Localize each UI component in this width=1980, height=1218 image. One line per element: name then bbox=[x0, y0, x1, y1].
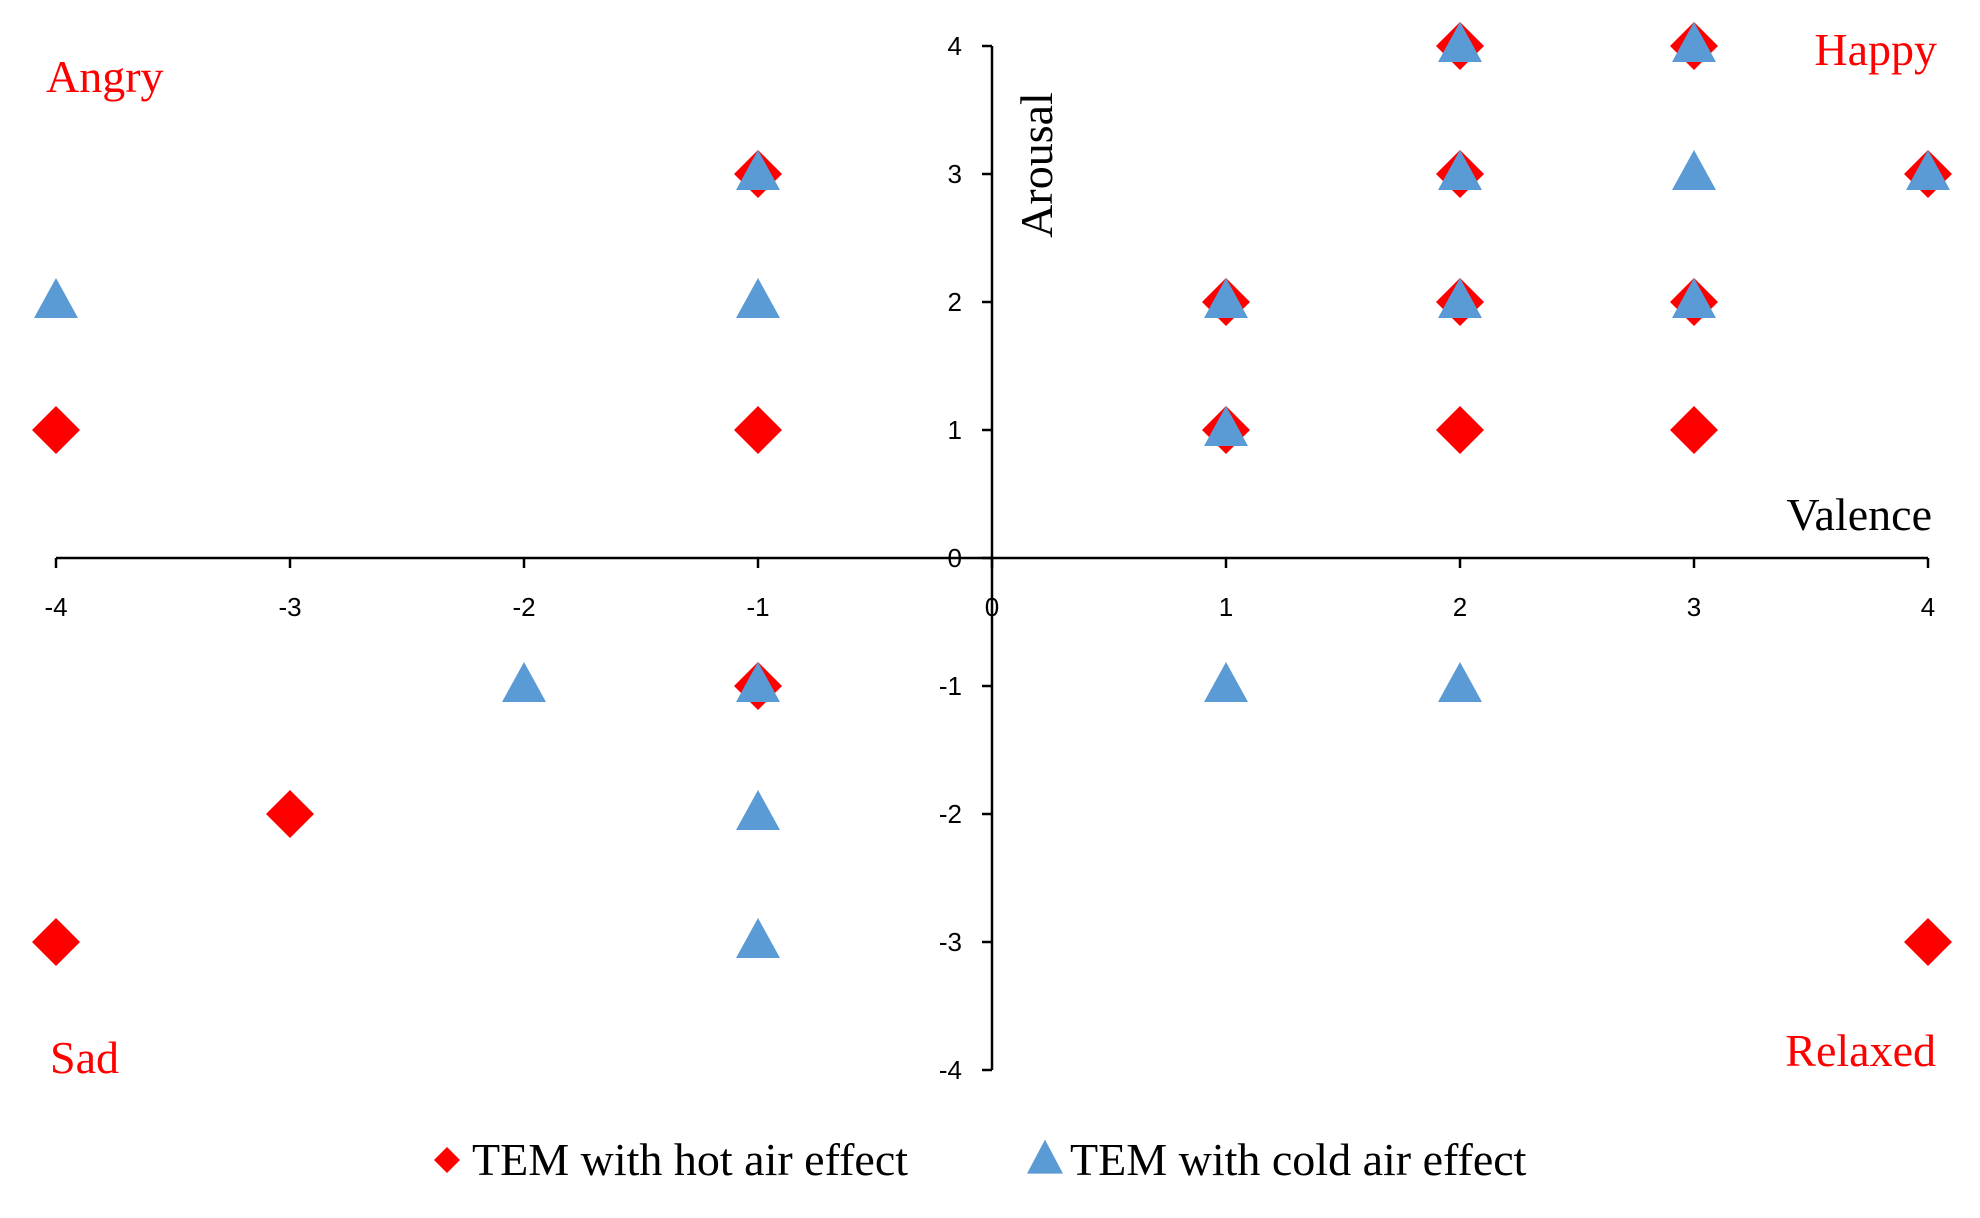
hot-air-point bbox=[32, 918, 80, 966]
legend-hot-label: TEM with hot air effect bbox=[472, 1134, 908, 1185]
x-tick-label: 3 bbox=[1687, 592, 1701, 622]
quadrant-label-relaxed: Relaxed bbox=[1785, 1025, 1936, 1076]
ticks: -4 -3 -2 -1 0 1 2 3 4 -4 -3 -2 -1 0 1 2 3 4 bbox=[44, 31, 1935, 1085]
y-tick-label: 4 bbox=[948, 31, 962, 61]
x-tick-label: -2 bbox=[512, 592, 535, 622]
legend: TEM with hot air effect TEM with cold ai… bbox=[434, 1134, 1527, 1185]
cold-air-point bbox=[1672, 150, 1716, 190]
cold-air-point bbox=[502, 662, 546, 702]
y-tick-label: -3 bbox=[939, 927, 962, 957]
cold-air-point bbox=[34, 278, 78, 318]
legend-diamond-icon bbox=[434, 1147, 460, 1173]
hot-air-point bbox=[32, 406, 80, 454]
legend-triangle-icon bbox=[1027, 1139, 1063, 1174]
hot-air-point bbox=[1904, 918, 1952, 966]
hot-air-point bbox=[266, 790, 314, 838]
cold-air-point bbox=[1204, 406, 1248, 446]
quadrant-label-angry: Angry bbox=[46, 51, 164, 102]
cold-air-point bbox=[1438, 278, 1482, 318]
cold-air-point bbox=[1438, 150, 1482, 190]
cold-air-point bbox=[1204, 662, 1248, 702]
legend-cold-label: TEM with cold air effect bbox=[1070, 1134, 1527, 1185]
hot-air-point bbox=[1436, 406, 1484, 454]
cold-air-point bbox=[1438, 22, 1482, 62]
cold-air-point bbox=[736, 150, 780, 190]
x-tick-label: 1 bbox=[1219, 592, 1233, 622]
cold-air-point bbox=[736, 790, 780, 830]
cold-air-series bbox=[34, 22, 1950, 958]
cold-air-point bbox=[1438, 662, 1482, 702]
x-tick-label: -3 bbox=[278, 592, 301, 622]
cold-air-point bbox=[736, 918, 780, 958]
cold-air-point bbox=[1204, 278, 1248, 318]
y-tick-label: 0 bbox=[948, 543, 962, 573]
y-tick-label: -2 bbox=[939, 799, 962, 829]
hot-air-point bbox=[734, 406, 782, 454]
x-tick-label: -1 bbox=[746, 592, 769, 622]
quadrant-label-happy: Happy bbox=[1814, 24, 1937, 75]
x-tick-label: 2 bbox=[1453, 592, 1467, 622]
y-tick-label: 3 bbox=[948, 159, 962, 189]
y-tick-label: 1 bbox=[948, 415, 962, 445]
cold-air-point bbox=[1906, 150, 1950, 190]
x-tick-label: 0 bbox=[985, 592, 999, 622]
y-tick-label: 2 bbox=[948, 287, 962, 317]
quadrant-label-sad: Sad bbox=[50, 1032, 119, 1083]
hot-air-point bbox=[1670, 406, 1718, 454]
cold-air-point bbox=[736, 662, 780, 702]
y-axis-title: Arousal bbox=[1011, 92, 1062, 238]
y-tick-label: -4 bbox=[939, 1055, 962, 1085]
x-axis-title: Valence bbox=[1786, 489, 1932, 540]
cold-air-point bbox=[1672, 22, 1716, 62]
x-tick-label: -4 bbox=[44, 592, 67, 622]
cold-air-point bbox=[1672, 278, 1716, 318]
x-tick-label: 4 bbox=[1921, 592, 1935, 622]
y-tick-label: -1 bbox=[939, 671, 962, 701]
cold-air-point bbox=[736, 278, 780, 318]
